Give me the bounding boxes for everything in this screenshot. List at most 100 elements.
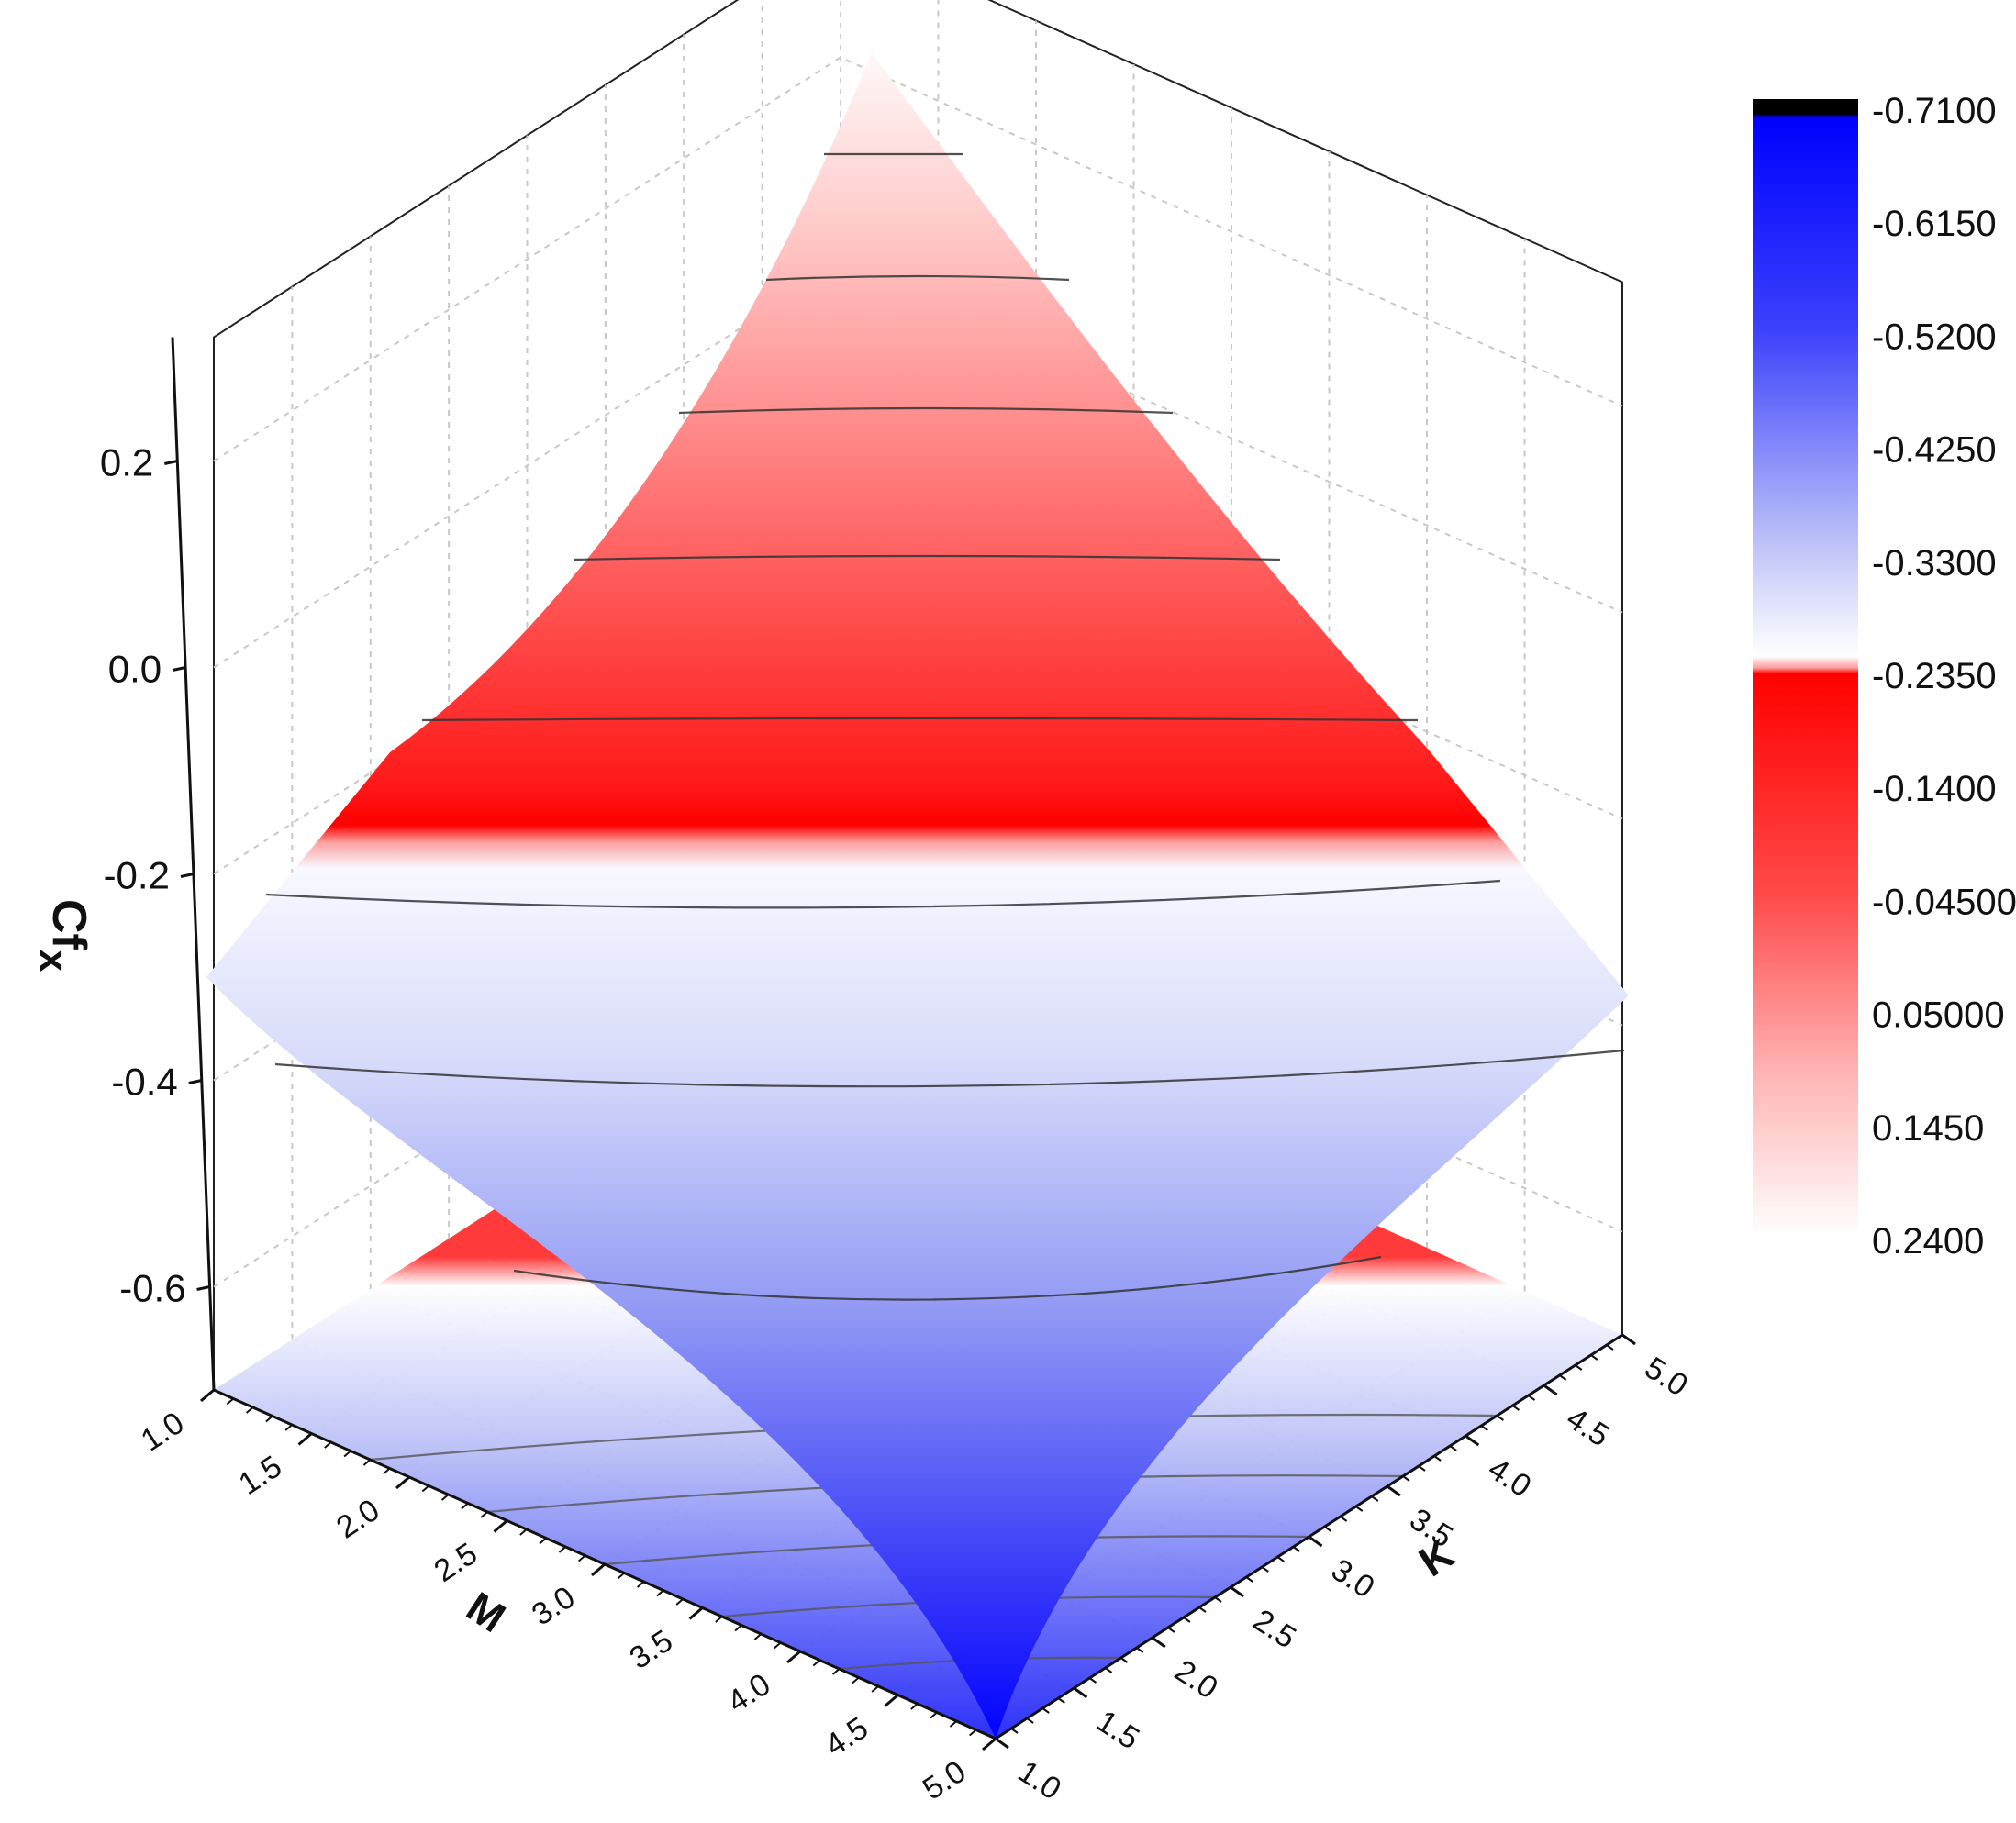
y-minor-tick: [1214, 1596, 1222, 1603]
z-gridline: [213, 262, 1623, 669]
axis-box-back: [213, 0, 1623, 1390]
x-tick-mark: [688, 1606, 704, 1620]
surface-contour: [573, 554, 1281, 561]
colorbar-label: -0.6150: [1872, 204, 1997, 244]
x-minor-tick: [480, 1511, 488, 1518]
colorbar-labels: -0.7100 -0.6150 -0.5200 -0.4250 -0.3300 -0.23…: [1872, 91, 2016, 1262]
y-minor-tick: [1088, 1677, 1097, 1684]
surface-contour: [265, 879, 1501, 909]
x-tick-mark: [200, 1388, 215, 1403]
z-tick-label: 0.2: [100, 441, 153, 484]
colorbar: -0.7100 -0.6150 -0.5200 -0.4250 -0.3300 -0.23…: [1753, 91, 2016, 1262]
surface-contour: [513, 1255, 1382, 1301]
y-minor-tick: [1041, 1707, 1050, 1714]
x-minor-tick: [617, 1572, 625, 1580]
x-minor-tick: [910, 1703, 919, 1710]
x-minor-tick: [656, 1589, 664, 1597]
y-minor-tick: [1292, 1546, 1301, 1552]
y-minor-tick: [1402, 1475, 1410, 1482]
y-tick-mark: [995, 1737, 1009, 1750]
y-tick-label: 2.5: [1247, 1603, 1302, 1656]
x-minor-tick: [539, 1537, 547, 1545]
y-minor-tick: [1057, 1697, 1065, 1704]
y-tick-mark: [1308, 1535, 1323, 1548]
x-tick-label: 2.5: [429, 1536, 484, 1589]
y-tick-mark: [1543, 1384, 1558, 1396]
y-tick-mark: [1073, 1686, 1088, 1699]
z-tick-mark: [180, 873, 195, 878]
surface-contour: [421, 717, 1419, 722]
x-minor-tick: [440, 1494, 450, 1501]
x-tick-mark: [786, 1650, 801, 1664]
x-tick-mark: [395, 1475, 410, 1490]
z-tick-mark: [196, 1285, 210, 1291]
y-minor-tick: [1418, 1465, 1426, 1472]
x-minor-tick: [324, 1441, 332, 1449]
y-minor-tick: [1590, 1354, 1598, 1361]
y-tick-mark: [1230, 1585, 1244, 1598]
x-minor-tick: [558, 1546, 567, 1553]
x-minor-tick: [969, 1729, 977, 1737]
x-minor-tick: [774, 1641, 782, 1650]
x-tick-label: 1.5: [233, 1449, 288, 1502]
y-minor-tick: [1167, 1627, 1175, 1633]
y-minor-tick: [1261, 1566, 1269, 1573]
back-wall-outline: [213, 0, 1623, 1390]
surface-mesh: [206, 53, 1629, 1739]
y-minor-tick: [1340, 1516, 1348, 1522]
y-tick-mark: [1387, 1484, 1401, 1497]
z-tick-mark: [188, 1079, 203, 1084]
y-minor-tick: [1245, 1576, 1253, 1583]
z-tick-label: 0.0: [108, 648, 162, 691]
x-minor-tick: [265, 1415, 273, 1423]
colorbar-gradient: [1753, 99, 1858, 1237]
x-minor-tick: [852, 1676, 860, 1684]
z-gridline: [213, 56, 1623, 462]
x-minor-tick: [362, 1459, 372, 1466]
colorbar-label: -0.1400: [1872, 769, 1997, 809]
x-minor-tick: [578, 1554, 586, 1562]
x-minor-tick: [831, 1668, 841, 1675]
y-minor-tick: [1575, 1364, 1583, 1371]
x-minor-tick: [343, 1450, 351, 1458]
y-tick-label: 4.0: [1482, 1451, 1537, 1505]
y-tick-mark: [1465, 1434, 1480, 1447]
y-minor-tick: [1276, 1556, 1285, 1562]
x-tick-mark: [297, 1432, 313, 1446]
y-tick-label: 4.5: [1560, 1401, 1615, 1454]
z-axis-line: [171, 337, 216, 1391]
x-tick-label: 4.5: [819, 1710, 874, 1763]
y-tick-label: 2.0: [1168, 1653, 1223, 1706]
colorbar-label: -0.4250: [1872, 430, 1997, 471]
y-tick-mark: [1621, 1333, 1636, 1346]
colorbar-label: -0.04500: [1872, 882, 2016, 922]
z-tick-mark: [163, 460, 178, 465]
y-minor-tick: [1104, 1667, 1113, 1673]
y-minor-tick: [1559, 1374, 1567, 1381]
y-minor-tick: [1355, 1506, 1364, 1512]
x-minor-tick: [383, 1467, 391, 1475]
colorbar-label: -0.3300: [1872, 543, 1997, 584]
x-minor-tick: [245, 1406, 254, 1414]
surface-contour: [274, 1049, 1625, 1088]
y-minor-tick: [1511, 1405, 1520, 1411]
x-minor-tick: [812, 1659, 820, 1667]
x-tick-label: 5.0: [917, 1754, 972, 1807]
x-tick-label: 1.0: [135, 1406, 190, 1459]
x-minor-tick: [461, 1502, 469, 1510]
x-minor-tick: [636, 1581, 645, 1588]
y-tick-label: 5.0: [1639, 1351, 1694, 1404]
colorbar-label: -0.2350: [1872, 656, 1997, 696]
x-minor-tick: [226, 1397, 234, 1406]
y-tick-label: 3.0: [1325, 1552, 1380, 1606]
y-tick-label: 1.0: [1012, 1754, 1067, 1807]
y-minor-tick: [1026, 1717, 1034, 1724]
x-tick-label: 4.0: [721, 1667, 776, 1720]
y-minor-tick: [1496, 1415, 1504, 1421]
x-tick-label: 3.5: [624, 1623, 679, 1676]
x-tick-mark: [982, 1737, 997, 1751]
x-tick-label: 3.0: [526, 1580, 581, 1633]
surface-contour: [678, 406, 1174, 415]
z-tick-label: -0.2: [104, 854, 170, 897]
